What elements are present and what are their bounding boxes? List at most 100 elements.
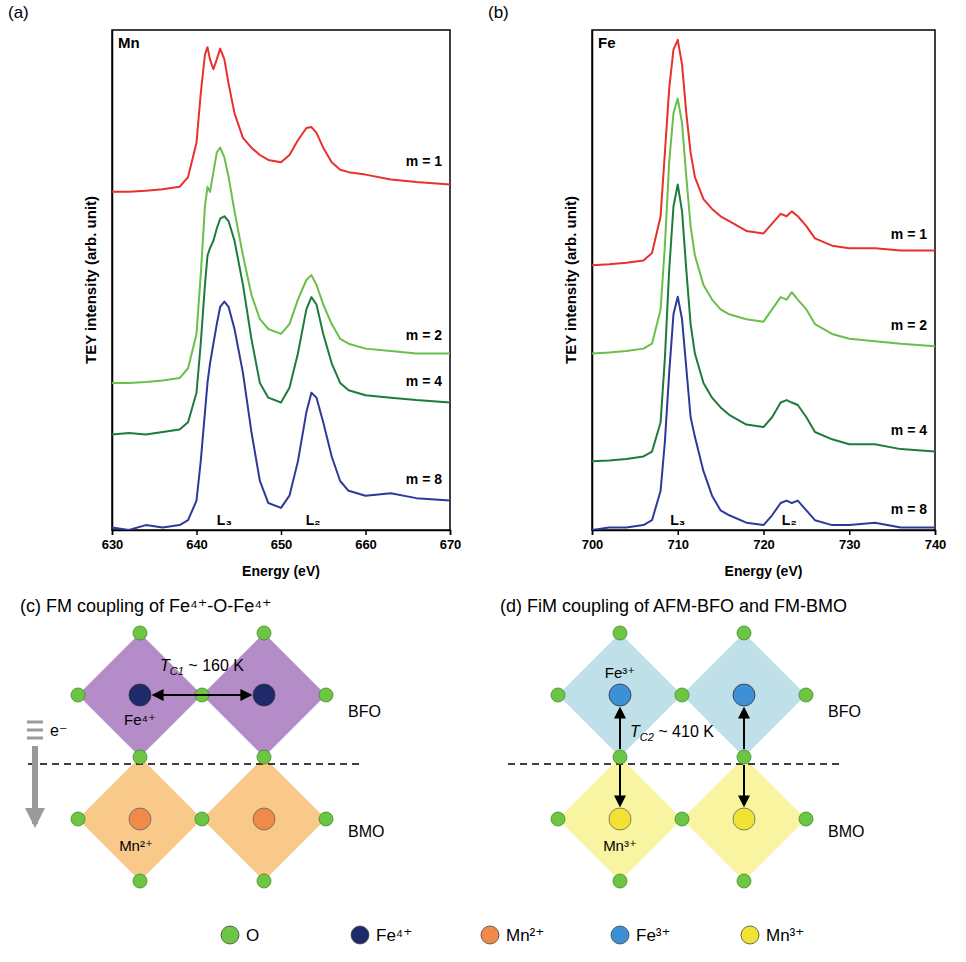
tc-subscript: C1 bbox=[170, 665, 184, 677]
legend-label: Fe³⁺ bbox=[636, 926, 670, 945]
legend-swatch bbox=[481, 926, 499, 944]
legend-label: Mn²⁺ bbox=[506, 926, 544, 945]
x-tick-mark bbox=[935, 530, 937, 535]
tc-value: ~ 410 K bbox=[654, 723, 714, 740]
x-tick: 670 bbox=[440, 530, 462, 552]
ion-label: Fe³⁺ bbox=[605, 664, 635, 681]
ion-label: Mn³⁺ bbox=[603, 837, 637, 854]
legend-item: Fe⁴⁺ bbox=[351, 926, 412, 945]
interface-line bbox=[508, 763, 842, 765]
element-title: Fe bbox=[598, 34, 616, 51]
spectrum-line bbox=[112, 47, 450, 192]
octahedron bbox=[558, 757, 682, 881]
layer-label: BFO bbox=[348, 703, 381, 720]
element-title: Mn bbox=[118, 34, 140, 51]
x-tick: 650 bbox=[271, 530, 293, 552]
legend-item: Mn²⁺ bbox=[481, 926, 544, 945]
x-tick: 730 bbox=[839, 530, 861, 552]
x-tick: 700 bbox=[582, 530, 604, 552]
oxygen-atom bbox=[133, 626, 147, 640]
legend-item: O bbox=[221, 926, 259, 945]
x-tick-mark bbox=[112, 530, 114, 535]
oxygen-atom bbox=[675, 812, 689, 826]
edge-label: L₂ bbox=[782, 512, 797, 528]
schematic-title: (d) FiM coupling of AFM-BFO and FM-BMO bbox=[500, 596, 847, 616]
plot-frame bbox=[592, 30, 935, 530]
layer-label: BMO bbox=[348, 823, 384, 840]
oxygen-atom bbox=[799, 688, 813, 702]
b-site-atom-top bbox=[129, 684, 151, 706]
oxygen-atom bbox=[257, 626, 271, 640]
legend-swatch bbox=[741, 926, 759, 944]
spin-arrow-up bbox=[743, 709, 745, 749]
x-tick: 630 bbox=[102, 530, 124, 552]
y-axis-title: TEY intensity (arb. unit) bbox=[82, 196, 99, 364]
oxygen-atom bbox=[551, 688, 565, 702]
oxygen-atom bbox=[71, 688, 85, 702]
x-tick-label: 730 bbox=[839, 537, 861, 552]
oxygen-atom bbox=[737, 750, 751, 764]
spectrum-line bbox=[112, 148, 450, 383]
oxygen-atom bbox=[319, 812, 333, 826]
b-site-atom-top bbox=[733, 684, 755, 706]
electron-label: e⁻ bbox=[50, 722, 67, 739]
x-tick-label: 640 bbox=[186, 537, 208, 552]
oxygen-atom bbox=[551, 812, 565, 826]
x-tick-mark bbox=[365, 530, 367, 535]
octahedron bbox=[78, 757, 202, 881]
series-lines bbox=[112, 47, 450, 530]
plot-frame bbox=[112, 30, 450, 530]
x-tick-label: 670 bbox=[440, 537, 462, 552]
b-site-atom-bottom bbox=[253, 808, 275, 830]
x-tick-mark bbox=[450, 530, 452, 535]
x-axis: 630 640 650 660 670 bbox=[102, 530, 462, 552]
spectrum-line bbox=[592, 40, 935, 265]
ion-label: Fe⁴⁺ bbox=[124, 711, 156, 728]
oxygen-atom bbox=[133, 874, 147, 888]
spectrum-line bbox=[592, 297, 935, 530]
tc-value: ~ 160 K bbox=[184, 657, 244, 674]
legend-label: Fe⁴⁺ bbox=[376, 926, 412, 945]
y-axis-line bbox=[592, 31, 594, 531]
edge-label: L₃ bbox=[217, 512, 232, 528]
figure-svg: 630640650660670m = 1m = 2m = 4m = 8L₃L₂M… bbox=[0, 0, 966, 962]
panel-letter: (a) bbox=[8, 3, 29, 22]
series-label: m = 2 bbox=[891, 317, 927, 333]
x-tick-mark bbox=[592, 530, 594, 535]
legend-swatch bbox=[351, 926, 369, 944]
x-tick-label: 700 bbox=[582, 537, 604, 552]
b-site-atom-bottom bbox=[129, 808, 151, 830]
x-axis-title: Energy (eV) bbox=[242, 563, 320, 579]
y-axis-line bbox=[112, 31, 114, 531]
legend-label: Mn³⁺ bbox=[766, 926, 804, 945]
oxygen-atom bbox=[319, 688, 333, 702]
b-site-atom-bottom bbox=[609, 808, 631, 830]
x-tick: 740 bbox=[925, 530, 947, 552]
x-tick: 710 bbox=[667, 530, 689, 552]
y-axis bbox=[592, 31, 593, 531]
x-tick-mark bbox=[763, 530, 765, 535]
x-tick-label: 710 bbox=[667, 537, 689, 552]
x-tick-label: 630 bbox=[102, 537, 124, 552]
octahedron bbox=[202, 757, 326, 881]
x-tick-label: 660 bbox=[355, 537, 377, 552]
legend-item: Fe³⁺ bbox=[611, 926, 670, 945]
b-site-atom-bottom bbox=[733, 808, 755, 830]
ion-label: Mn²⁺ bbox=[119, 837, 153, 854]
oxygen-atom bbox=[737, 874, 751, 888]
series-label: m = 1 bbox=[406, 153, 442, 169]
series-label: m = 2 bbox=[406, 327, 442, 343]
legend-swatch bbox=[611, 926, 629, 944]
spin-arrow-down bbox=[743, 765, 745, 805]
x-tick-mark bbox=[281, 530, 283, 535]
schematic: (d) FiM coupling of AFM-BFO and FM-BMOBF… bbox=[500, 596, 864, 888]
y-axis bbox=[112, 31, 113, 531]
legend: O Fe⁴⁺ Mn²⁺ Fe³⁺ Mn³⁺ bbox=[221, 926, 804, 945]
series-lines bbox=[592, 40, 935, 530]
electron-dash bbox=[27, 721, 43, 724]
schematic-title: (c) FM coupling of Fe⁴⁺-O-Fe⁴⁺ bbox=[20, 596, 272, 616]
edge-label: L₂ bbox=[306, 512, 321, 528]
series-label: m = 8 bbox=[891, 501, 927, 517]
curie-temperature-label: TC1 ~ 160 K bbox=[160, 657, 244, 677]
b-site-atom-top bbox=[253, 684, 275, 706]
